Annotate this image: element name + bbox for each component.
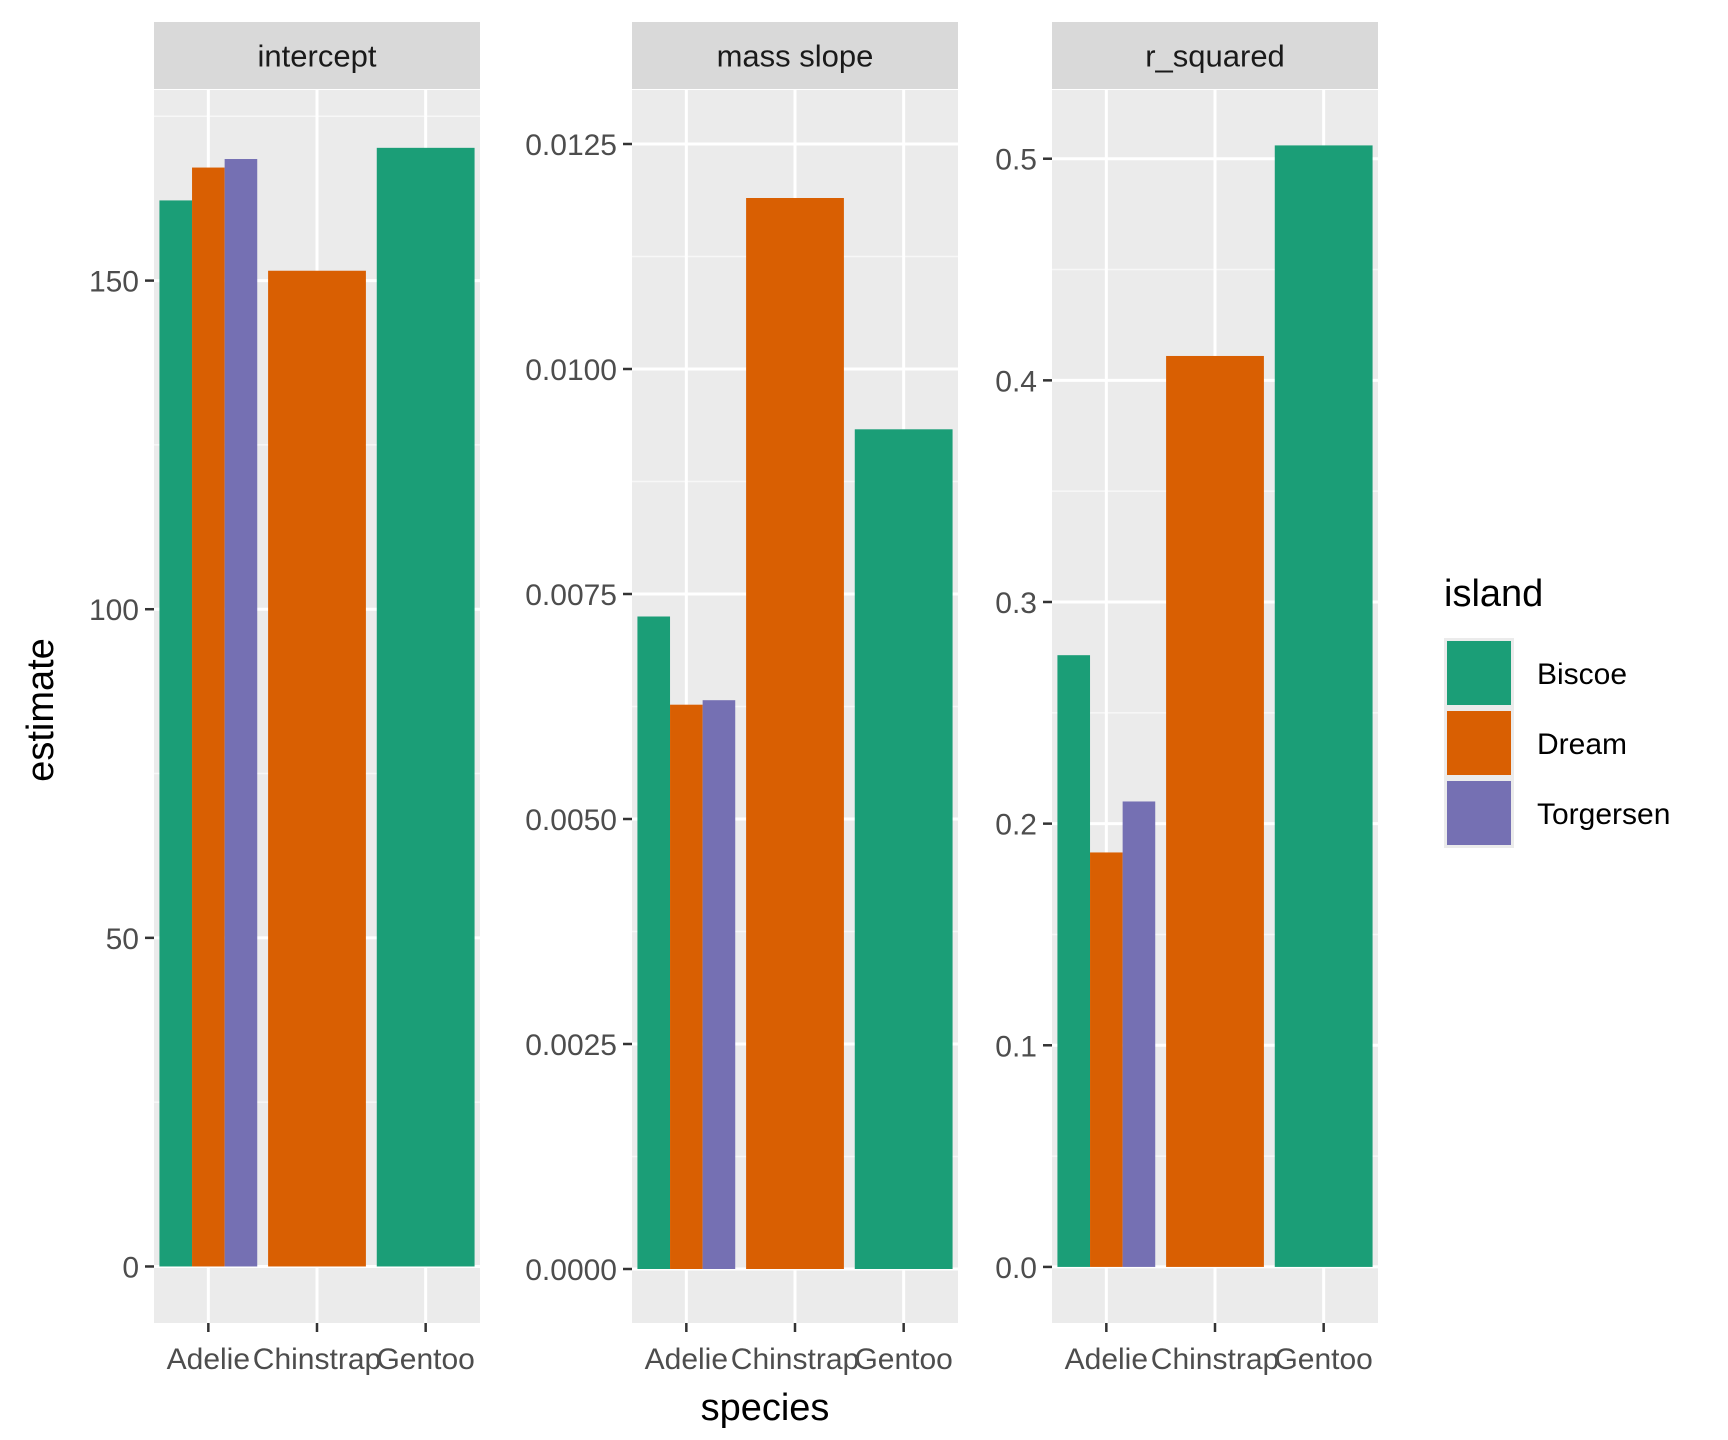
x-tick-label: Gentoo xyxy=(376,1343,474,1376)
bar-gentoo-biscoe xyxy=(376,147,475,1267)
bar-adelie-torgersen xyxy=(224,159,258,1267)
y-tick-label: 150 xyxy=(89,266,139,299)
bar-adelie-torgersen xyxy=(1122,801,1156,1267)
y-tick-label: 100 xyxy=(89,594,139,627)
legend-key-torgersen xyxy=(1447,781,1511,845)
facet-strip-label: r_squared xyxy=(1145,39,1285,74)
facet-strip xyxy=(154,22,480,89)
legend-label-torgersen: Torgersen xyxy=(1537,798,1670,831)
y-tick-label: 0.5 xyxy=(995,144,1037,177)
legend-label-biscoe: Biscoe xyxy=(1537,658,1627,691)
bar-gentoo-biscoe xyxy=(854,429,953,1269)
x-tick-label: Gentoo xyxy=(1274,1343,1372,1376)
facet-strip-label: intercept xyxy=(258,39,377,74)
y-tick-label: 0.4 xyxy=(995,365,1037,398)
y-tick-label: 0.0000 xyxy=(525,1254,617,1287)
y-tick-label: 0.0050 xyxy=(525,804,617,837)
bar-adelie-torgersen xyxy=(702,700,736,1269)
legend-label-dream: Dream xyxy=(1537,728,1627,761)
x-tick-label: Adelie xyxy=(645,1343,728,1376)
x-tick-label: Chinstrap xyxy=(1151,1343,1279,1376)
bar-chinstrap-dream xyxy=(1166,355,1264,1267)
y-tick-label: 0 xyxy=(122,1251,139,1284)
bar-chinstrap-dream xyxy=(268,270,366,1267)
bar-adelie-dream xyxy=(192,167,225,1267)
y-tick-label: 50 xyxy=(106,923,139,956)
y-tick-label: 0.3 xyxy=(995,587,1037,620)
y-tick-label: 0.2 xyxy=(995,809,1037,842)
x-tick-label: Adelie xyxy=(1065,1343,1148,1376)
facet-strip xyxy=(632,22,958,89)
y-tick-label: 0.1 xyxy=(995,1030,1037,1063)
y-tick-label: 0.0100 xyxy=(525,354,617,387)
x-axis-title: species xyxy=(701,1387,830,1429)
y-tick-label: 0.0125 xyxy=(525,129,617,162)
y-axis-title: estimate xyxy=(20,638,62,782)
y-tick-label: 0.0025 xyxy=(525,1029,617,1062)
x-tick-label: Chinstrap xyxy=(731,1343,859,1376)
x-tick-label: Chinstrap xyxy=(253,1343,381,1376)
facet-panel-mass-slope: mass slope 0.0000 0.0025 0.0050 0.0075 0.0100… xyxy=(525,22,958,1376)
bar-adelie-biscoe xyxy=(159,200,193,1267)
bar-adelie-dream xyxy=(1090,852,1123,1267)
bar-adelie-biscoe xyxy=(1057,655,1091,1267)
legend-key-biscoe xyxy=(1447,641,1511,705)
x-tick-label: Gentoo xyxy=(854,1343,952,1376)
x-tick-label: Adelie xyxy=(167,1343,250,1376)
y-tick-label: 0.0 xyxy=(995,1252,1037,1285)
bar-adelie-dream xyxy=(670,704,703,1269)
facet-strip-label: mass slope xyxy=(717,39,874,74)
legend-title: island xyxy=(1444,573,1543,615)
legend-key-dream xyxy=(1447,711,1511,775)
facet-strip xyxy=(1052,22,1378,89)
y-tick-label: 0.0075 xyxy=(525,579,617,612)
bar-gentoo-biscoe xyxy=(1274,145,1373,1267)
bar-adelie-biscoe xyxy=(637,616,671,1269)
legend: island Biscoe Dream Torgersen xyxy=(1444,573,1670,848)
bar-chinstrap-dream xyxy=(746,198,844,1269)
facet-panel-r-squared: r_squared 0.0 0.1 0.2 0.3 0.4 0.5 Adelie Chinstr… xyxy=(995,22,1378,1376)
